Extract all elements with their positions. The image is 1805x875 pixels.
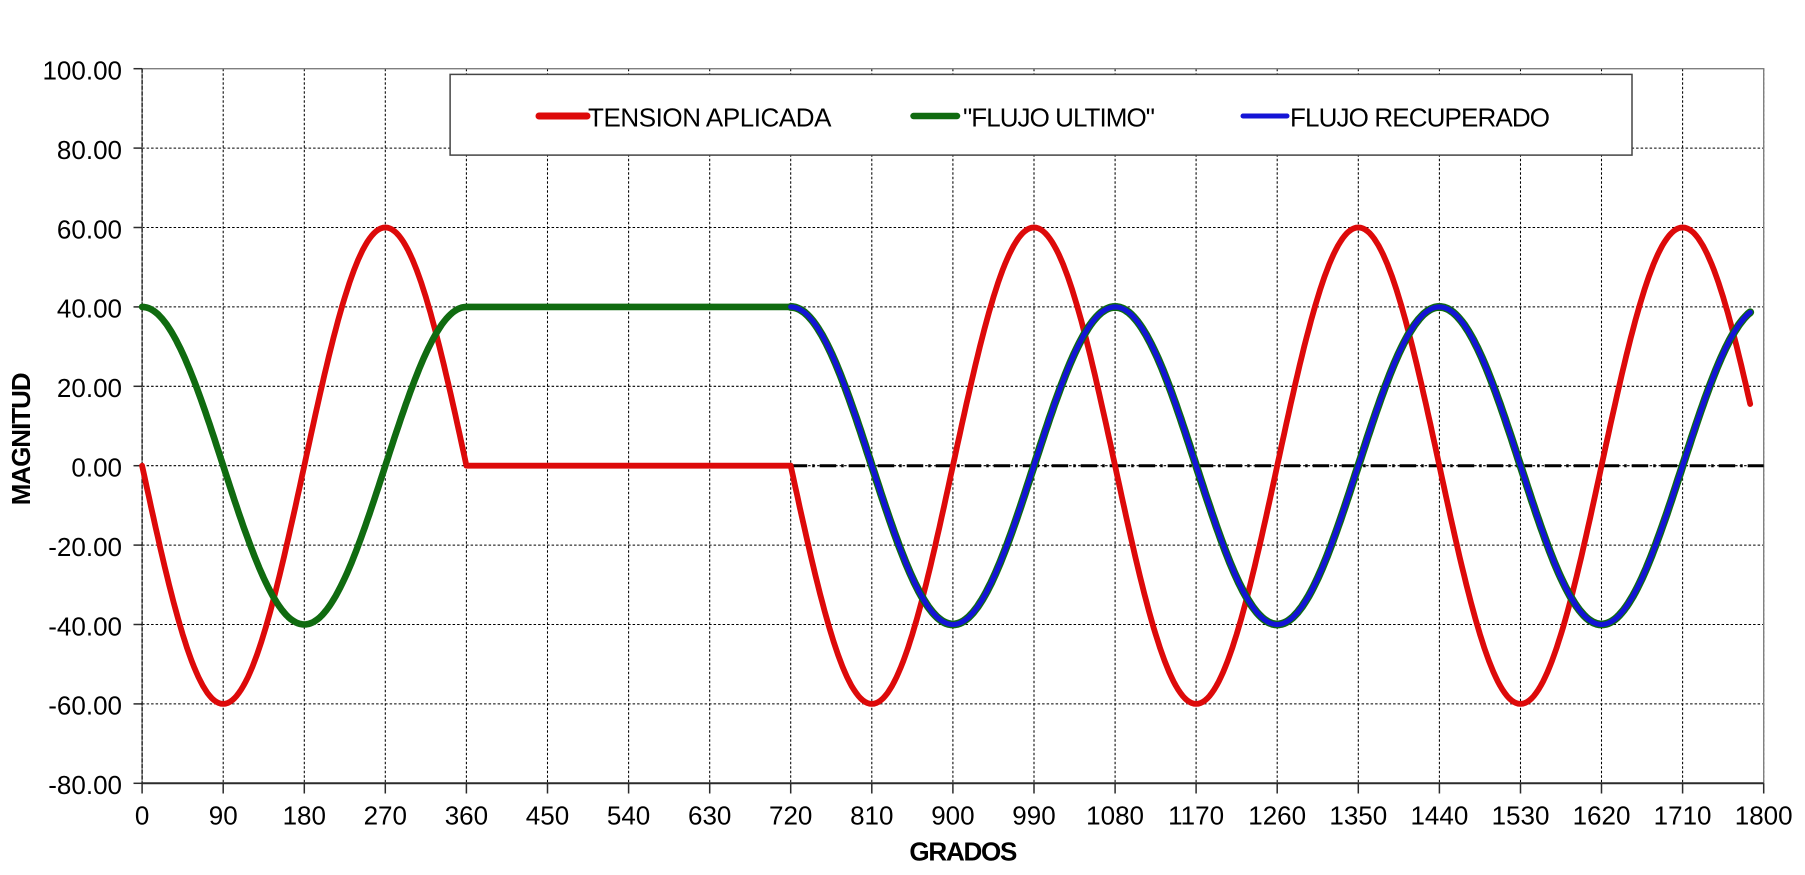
svg-text:0.00: 0.00 — [71, 453, 122, 483]
svg-text:-80.00: -80.00 — [48, 770, 122, 800]
svg-text:720: 720 — [769, 800, 812, 830]
svg-text:630: 630 — [688, 800, 731, 830]
svg-text:540: 540 — [607, 800, 650, 830]
svg-text:450: 450 — [526, 800, 569, 830]
svg-text:60.00: 60.00 — [57, 214, 122, 244]
svg-text:900: 900 — [931, 800, 974, 830]
svg-text:0: 0 — [135, 800, 149, 830]
svg-text:20.00: 20.00 — [57, 373, 122, 403]
svg-text:1260: 1260 — [1248, 800, 1306, 830]
svg-text:1800: 1800 — [1735, 800, 1793, 830]
svg-text:MAGNITUD: MAGNITUD — [6, 372, 36, 505]
svg-text:1170: 1170 — [1168, 800, 1224, 830]
svg-text:TENSION APLICADA: TENSION APLICADA — [588, 103, 832, 133]
svg-text:1080: 1080 — [1086, 800, 1144, 830]
svg-text:40.00: 40.00 — [57, 294, 122, 324]
svg-text:1530: 1530 — [1492, 800, 1550, 830]
svg-text:270: 270 — [364, 800, 407, 830]
svg-text:990: 990 — [1012, 800, 1055, 830]
svg-text:GRADOS: GRADOS — [909, 837, 1017, 867]
svg-text:180: 180 — [283, 800, 326, 830]
svg-text:90: 90 — [209, 800, 238, 830]
svg-text:-20.00: -20.00 — [48, 532, 122, 562]
svg-text:360: 360 — [445, 800, 488, 830]
svg-text:100.00: 100.00 — [42, 56, 122, 86]
svg-text:1710: 1710 — [1654, 800, 1712, 830]
svg-text:-60.00: -60.00 — [48, 691, 122, 721]
svg-text:80.00: 80.00 — [57, 135, 122, 165]
svg-text:1440: 1440 — [1410, 800, 1468, 830]
svg-text:-40.00: -40.00 — [48, 611, 122, 641]
svg-text:"FLUJO ULTIMO": "FLUJO ULTIMO" — [963, 103, 1155, 133]
svg-text:1350: 1350 — [1329, 800, 1387, 830]
svg-text:1620: 1620 — [1573, 800, 1631, 830]
svg-text:FLUJO RECUPERADO: FLUJO RECUPERADO — [1290, 103, 1550, 133]
svg-text:810: 810 — [850, 800, 893, 830]
